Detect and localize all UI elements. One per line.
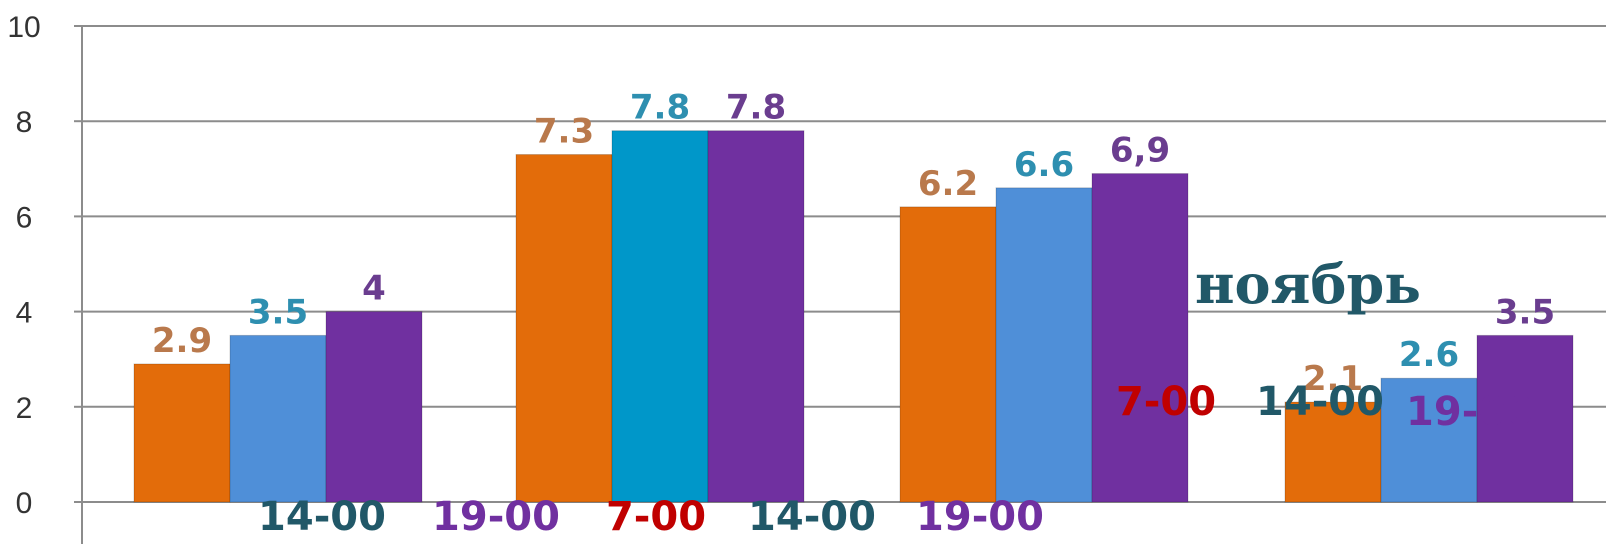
y-tick-label: 0 bbox=[16, 487, 33, 520]
data-label: 2.6 bbox=[1399, 335, 1459, 375]
bar bbox=[995, 187, 1093, 503]
y-tick-label: 2 bbox=[16, 392, 33, 425]
bar bbox=[611, 130, 709, 503]
data-label: 7.8 bbox=[630, 88, 690, 128]
data-label: 2.9 bbox=[152, 321, 212, 361]
category-label: 7-00 bbox=[606, 494, 706, 540]
bar bbox=[1284, 401, 1382, 503]
data-label: 2.1 bbox=[1303, 359, 1363, 399]
y-tick-label: 8 bbox=[16, 106, 33, 139]
bar bbox=[1091, 173, 1189, 503]
data-label: 7.8 bbox=[726, 88, 786, 128]
bar bbox=[133, 363, 231, 503]
category-label: 19-00 bbox=[432, 494, 560, 540]
category-label: 14-00 bbox=[748, 494, 876, 540]
data-labels: 2.9 3.5 4 7.3 7.8 7.8 6.2 6.6 6,9 2.1 2.6 3.5 bbox=[152, 88, 1555, 399]
bar bbox=[899, 206, 997, 503]
data-label: 7.3 bbox=[534, 112, 594, 152]
category-labels: 14-00 19-00 7-00 14-00 19-00 7-00 14-00 19-00 bbox=[258, 379, 1534, 540]
bar bbox=[1380, 377, 1478, 503]
data-label: 6.6 bbox=[1014, 145, 1074, 185]
y-tick-label: 6 bbox=[16, 201, 33, 234]
axes: 0 2 4 6 8 10 bbox=[7, 11, 83, 544]
category-label: 14-00 bbox=[258, 494, 386, 540]
bar bbox=[1476, 334, 1574, 503]
side-time-label: 19-00 bbox=[1406, 389, 1534, 435]
data-label: 3.5 bbox=[1495, 292, 1555, 332]
category-label: 19-00 bbox=[916, 494, 1044, 540]
bar bbox=[325, 311, 423, 503]
y-tick-label: 10 bbox=[7, 11, 40, 44]
data-label: 6,9 bbox=[1110, 131, 1170, 171]
y-tick-label: 4 bbox=[16, 297, 33, 330]
bar bbox=[515, 154, 613, 503]
bar bbox=[229, 334, 327, 503]
side-time-label: 7-00 bbox=[1116, 379, 1216, 425]
side-time-label: 14-00 bbox=[1256, 379, 1384, 425]
data-label: 4 bbox=[362, 269, 386, 309]
bars bbox=[133, 130, 1574, 503]
data-label: 6.2 bbox=[918, 164, 978, 204]
bar bbox=[707, 130, 805, 503]
data-label: 3.5 bbox=[248, 292, 308, 332]
month-annotation: ноябрь bbox=[1195, 252, 1421, 316]
